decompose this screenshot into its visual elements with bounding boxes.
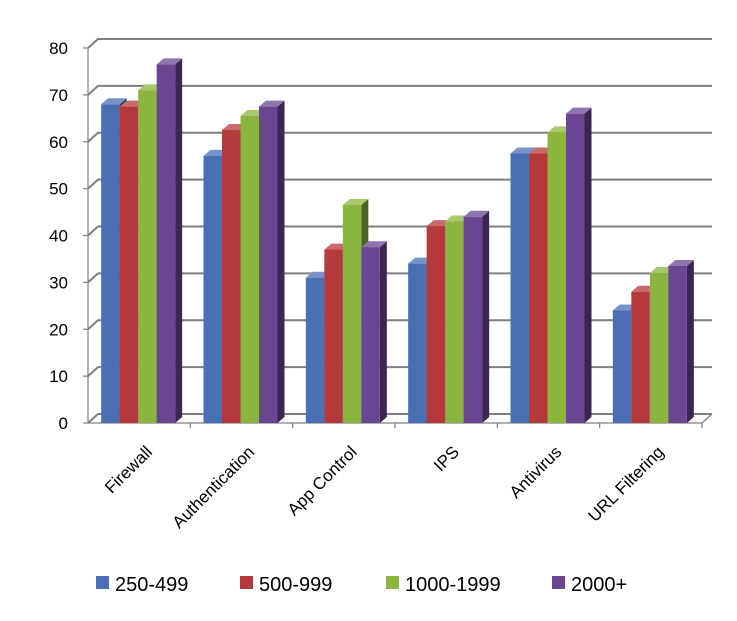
gridlines bbox=[87, 38, 712, 424]
gridline-30 bbox=[87, 272, 712, 284]
legend-label: 2000+ bbox=[571, 574, 627, 596]
gridline-70 bbox=[87, 84, 712, 96]
bar-app-control-2000+ bbox=[361, 241, 387, 423]
y-tick-label: 50 bbox=[49, 180, 68, 199]
y-tick-label: 0 bbox=[59, 414, 68, 433]
y-tick-label: 70 bbox=[49, 86, 68, 105]
legend-item: 1000-1999 bbox=[386, 574, 501, 596]
gridline-80 bbox=[87, 38, 712, 49]
gridline-60 bbox=[87, 131, 712, 143]
y-tick-label: 40 bbox=[49, 227, 68, 246]
bar-authentication-2000+ bbox=[259, 100, 285, 423]
gridline-20 bbox=[87, 319, 712, 330]
legend-item: 2000+ bbox=[552, 574, 627, 596]
x-category-label: IPS bbox=[430, 442, 463, 475]
x-category-label: URL Filtering bbox=[585, 442, 668, 525]
legend: 250-499 500-999 1000-1999 2000+ bbox=[96, 574, 627, 596]
legend-swatch bbox=[96, 576, 109, 589]
legend-swatch bbox=[240, 576, 253, 589]
y-tick-label: 20 bbox=[49, 320, 68, 339]
legend-swatch bbox=[552, 576, 565, 589]
x-category-label: Authentication bbox=[169, 442, 259, 532]
legend-label: 500-999 bbox=[259, 574, 332, 596]
bar-firewall-2000+ bbox=[156, 58, 183, 423]
x-category-label: Antivirus bbox=[506, 442, 566, 502]
y-tick-label: 10 bbox=[49, 367, 68, 386]
x-category-label: App Control bbox=[284, 442, 361, 519]
y-axis-tick-labels: 0 10 20 30 40 50 60 70 80 bbox=[49, 39, 68, 433]
legend-item: 500-999 bbox=[240, 574, 332, 596]
y-tick-label: 80 bbox=[49, 39, 68, 58]
bar-url-filtering-2000+ bbox=[668, 259, 694, 423]
x-category-label: Firewall bbox=[101, 442, 156, 497]
axes bbox=[83, 47, 713, 428]
legend-label: 250-499 bbox=[115, 574, 188, 596]
legend-swatch bbox=[386, 576, 399, 589]
y-tick-label: 60 bbox=[49, 133, 68, 152]
legend-item: 250-499 bbox=[96, 574, 188, 596]
bar-antivirus-2000+ bbox=[566, 107, 592, 423]
floor-edge bbox=[701, 413, 713, 424]
gridline-10 bbox=[87, 366, 712, 377]
bars bbox=[101, 58, 694, 423]
gridline-40 bbox=[87, 225, 712, 237]
gridline-0 bbox=[87, 413, 712, 424]
y-tick-label: 30 bbox=[49, 273, 68, 292]
x-axis-category-labels: Firewall Authentication App Control IPS Anti… bbox=[101, 442, 668, 532]
legend-label: 1000-1999 bbox=[405, 574, 501, 596]
bar-ips-2000+ bbox=[463, 210, 490, 423]
gridline-50 bbox=[87, 178, 712, 190]
